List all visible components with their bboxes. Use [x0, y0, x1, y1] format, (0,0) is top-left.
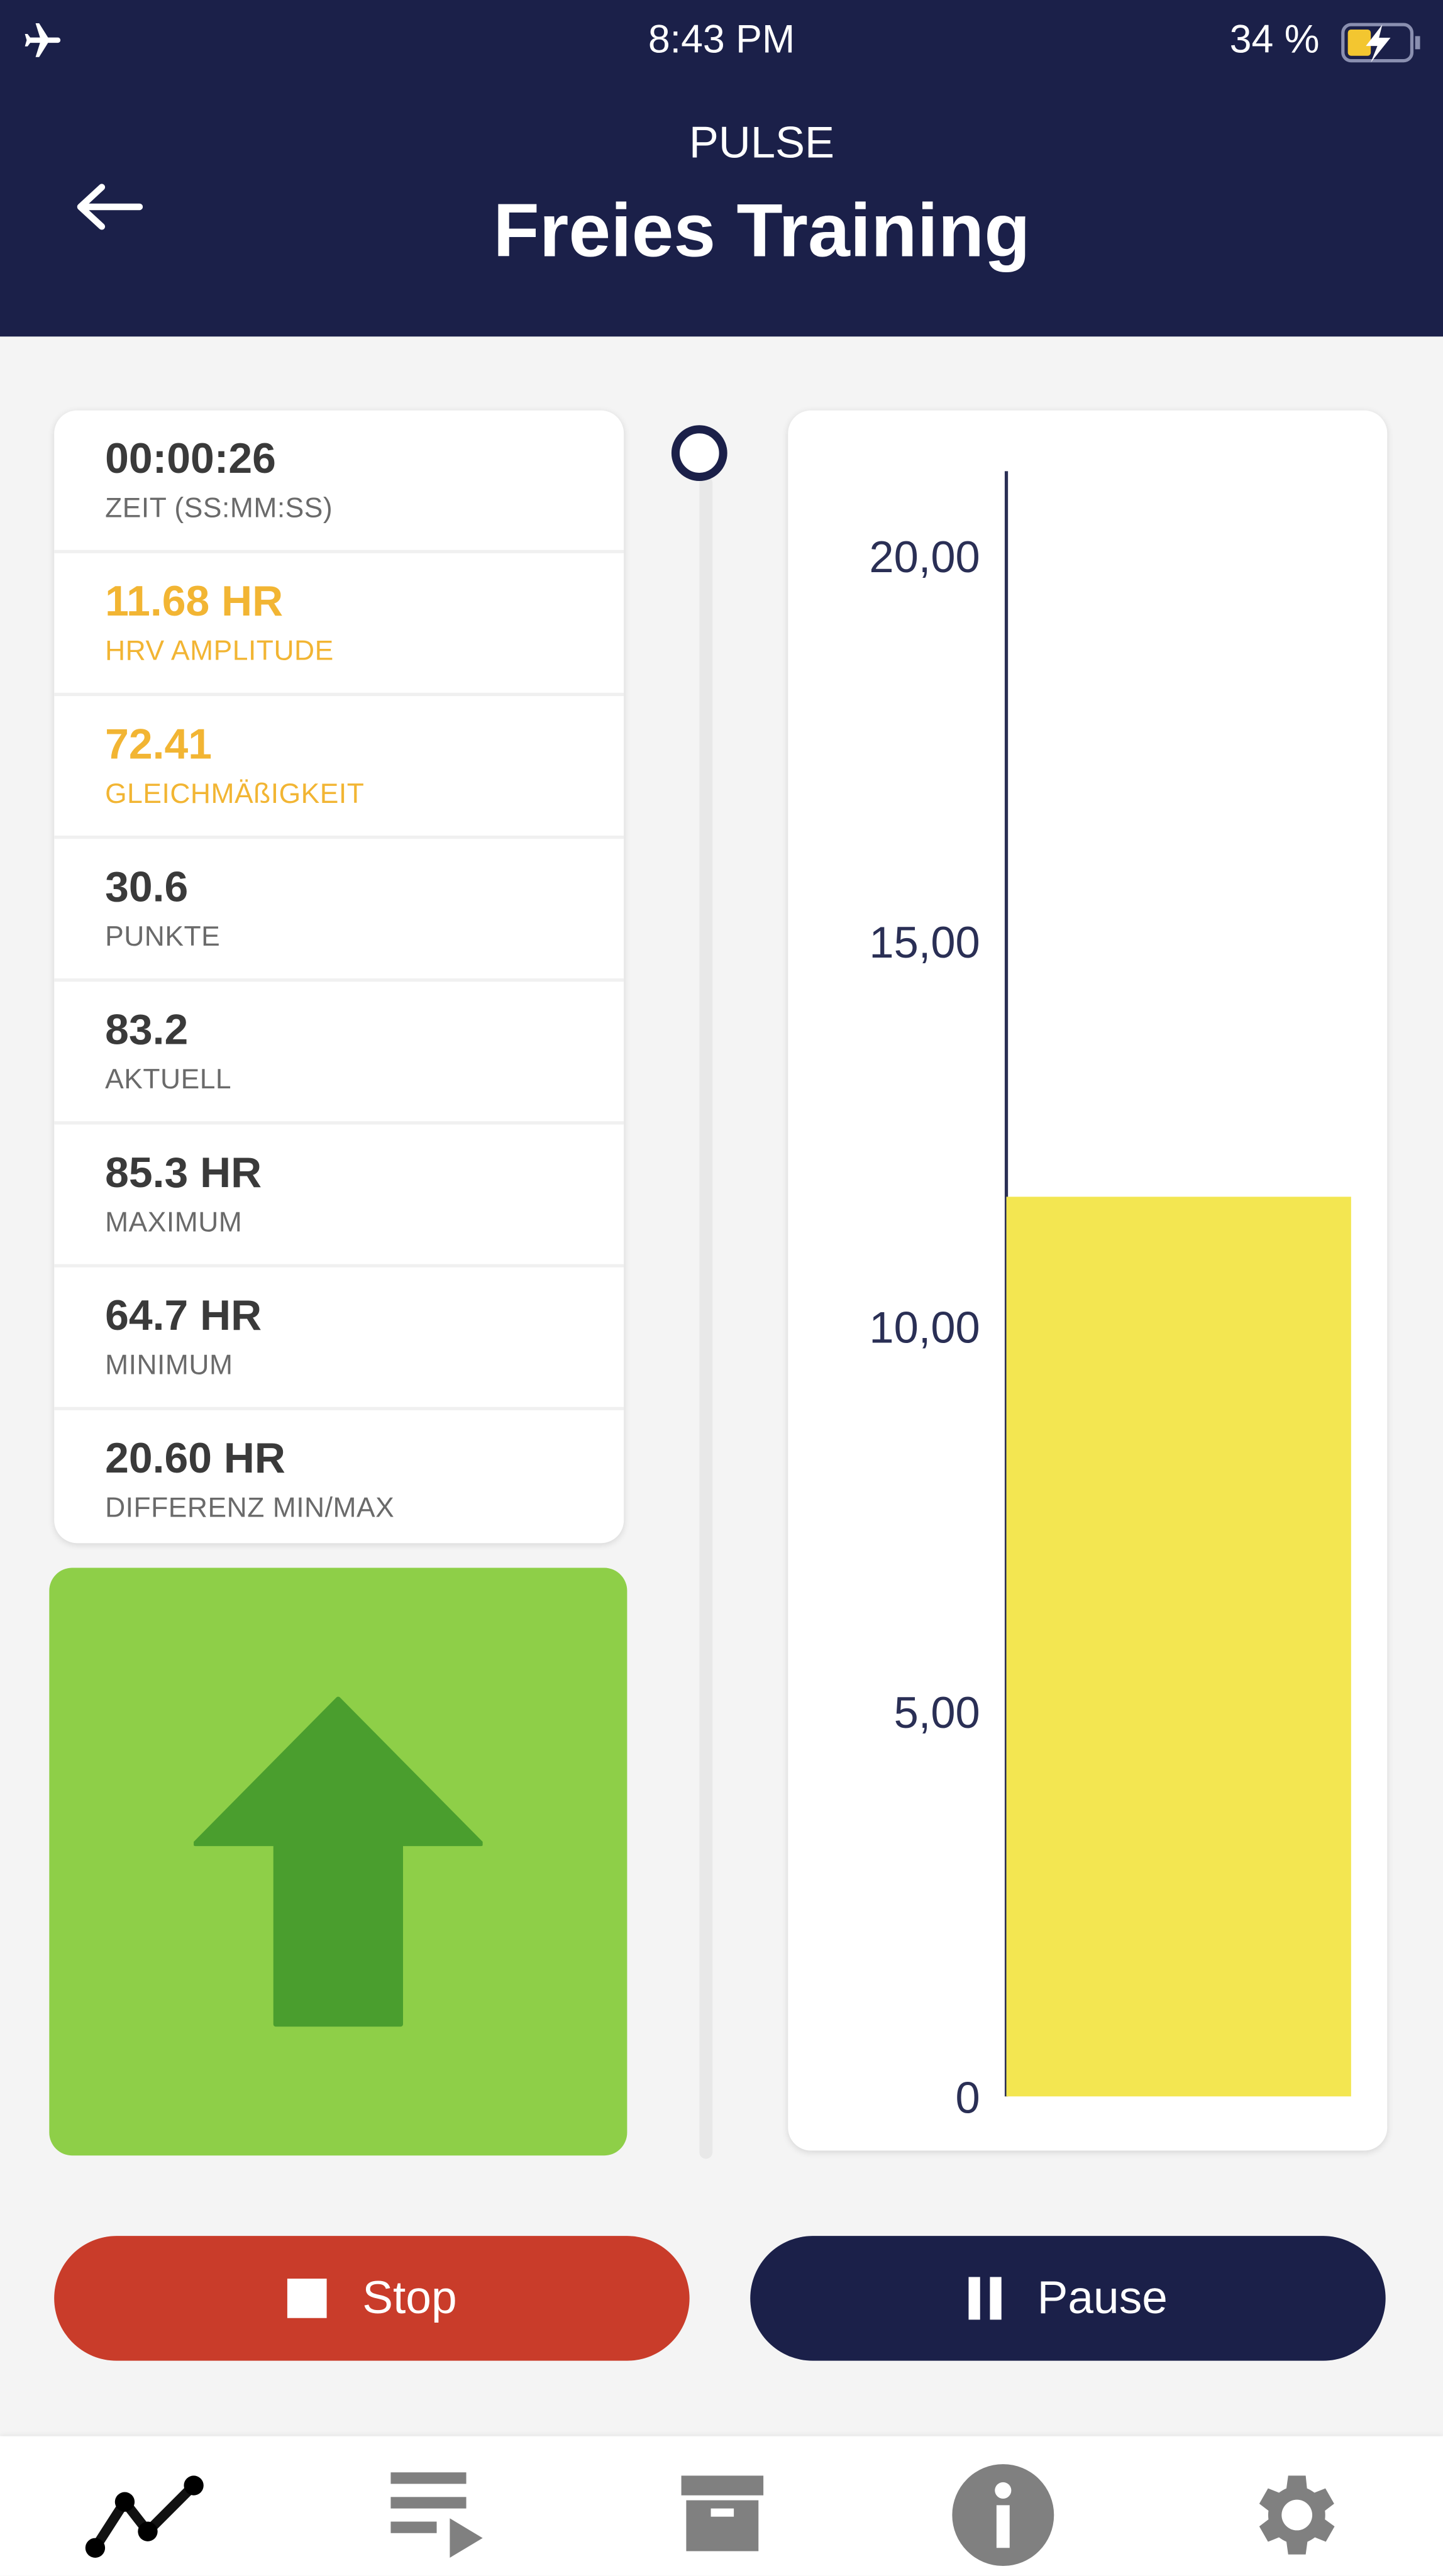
- metric-value: 72.41: [105, 719, 213, 768]
- metric-label: ZEIT (SS:MM:SS): [105, 492, 333, 524]
- metric-label: HRV AMPLITUDE: [105, 635, 334, 667]
- header: 8:43 PM 34 % PULSE Freies Training: [0, 0, 1443, 337]
- stop-label: Stop: [362, 2272, 457, 2323]
- header-subtitle: PULSE: [688, 118, 835, 168]
- y-tick-label: 10,00: [869, 1302, 980, 1352]
- nav-gear-icon[interactable]: [1244, 2463, 1349, 2568]
- stop-icon: [287, 2279, 326, 2318]
- pause-label: Pause: [1037, 2272, 1168, 2323]
- metric-row: 64.7 HR MINIMUM: [54, 1268, 624, 1410]
- chart-card: 0 5,00 10,00 15,00 20,00: [788, 410, 1388, 2151]
- back-arrow-icon[interactable]: [74, 182, 143, 231]
- nav-info-icon[interactable]: [951, 2463, 1056, 2568]
- pause-icon: [968, 2277, 1002, 2320]
- y-tick-label: 20,00: [869, 532, 980, 582]
- bar: [1006, 1197, 1351, 2097]
- metric-label: AKTUELL: [105, 1063, 232, 1095]
- metric-label: MAXIMUM: [105, 1207, 243, 1238]
- stop-button[interactable]: Stop: [54, 2236, 690, 2361]
- metrics-card: 00:00:26 ZEIT (SS:MM:SS) 11.68 HR HRV AMPLI…: [54, 410, 624, 1544]
- metric-row: 00:00:26 ZEIT (SS:MM:SS): [54, 411, 624, 553]
- battery-percent: 34 %: [1229, 18, 1320, 63]
- bottom-navigation: [0, 2436, 1443, 2576]
- metric-row: 83.2 AKTUELL: [54, 981, 624, 1125]
- metric-label: PUNKTE: [105, 920, 221, 953]
- metric-row: 11.68 HR HRV AMPLITUDE: [54, 553, 624, 697]
- metric-label: DIFFERENZ MIN/MAX: [105, 1492, 395, 1524]
- metric-value: 20.60 HR: [105, 1433, 285, 1483]
- status-time: 8:43 PM: [648, 18, 795, 63]
- y-tick-label: 15,00: [869, 917, 980, 967]
- metric-value: 11.68 HR: [105, 576, 284, 626]
- metric-value: 83.2: [105, 1004, 189, 1054]
- metric-label: GLEICHMÄßIGKEIT: [105, 778, 365, 810]
- nav-playlist-icon[interactable]: [387, 2469, 489, 2561]
- metric-label: MINIMUM: [105, 1349, 233, 1381]
- nav-chart-line-icon[interactable]: [82, 2469, 207, 2561]
- metric-row: 20.60 HR DIFFERENZ MIN/MAX: [54, 1410, 624, 1543]
- battery-charging-icon: [1341, 23, 1420, 63]
- hrv-bar-chart: 0 5,00 10,00 15,00 20,00: [869, 471, 1351, 2122]
- direction-indicator: [49, 1567, 628, 2156]
- y-tick-label: 5,00: [894, 1688, 980, 1737]
- page-title: Freies Training: [493, 187, 1031, 273]
- pause-button[interactable]: Pause: [750, 2236, 1386, 2361]
- airplane-icon: [25, 23, 61, 57]
- metric-value: 30.6: [105, 861, 189, 912]
- metric-value: 00:00:26: [105, 433, 276, 483]
- metric-value: 85.3 HR: [105, 1147, 262, 1197]
- metric-row: 30.6 PUNKTE: [54, 839, 624, 982]
- metric-value: 64.7 HR: [105, 1290, 262, 1340]
- nav-archive-icon[interactable]: [680, 2472, 765, 2555]
- arrow-up-icon: [194, 1696, 483, 2027]
- slider-track[interactable]: [699, 476, 713, 2159]
- slider-handle[interactable]: [671, 425, 727, 482]
- y-tick-label: 0: [956, 2072, 980, 2122]
- metric-row: 85.3 HR MAXIMUM: [54, 1125, 624, 1268]
- metric-row: 72.41 GLEICHMÄßIGKEIT: [54, 696, 624, 839]
